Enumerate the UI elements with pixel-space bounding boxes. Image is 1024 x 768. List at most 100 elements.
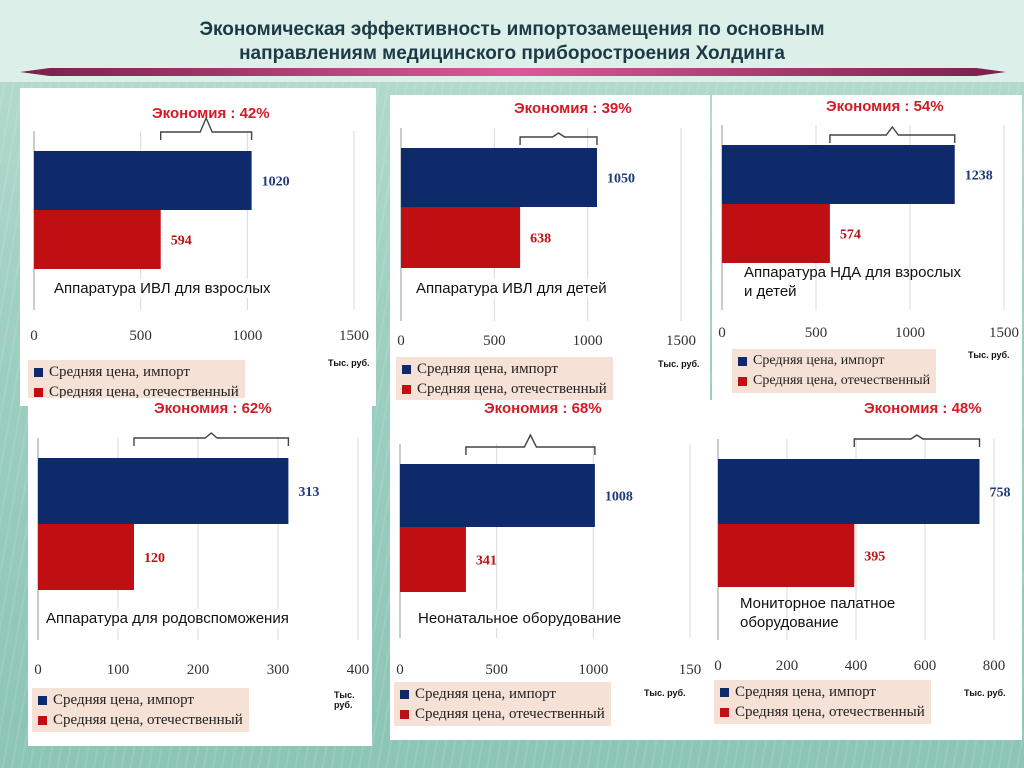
x-tick-label: 1000 — [232, 328, 262, 344]
panel-label: Аппаратура НДА для взрослых и детей — [744, 264, 962, 300]
legend-swatch-domestic — [720, 707, 729, 717]
savings-brace — [465, 433, 596, 455]
bar-import — [400, 464, 595, 527]
data-label-import: 1020 — [262, 175, 290, 190]
legend-label-domestic: Средняя цена, отечественный — [417, 380, 607, 397]
x-tick-label: 500 — [805, 325, 828, 341]
chart-panel-ivl-adults: 0 500 1000 1500 1020 594 Экономия : 42% Аппар… — [20, 88, 376, 406]
data-label-import: 313 — [298, 485, 319, 500]
chart-panel-monitoring: 0 200 400 600 800 758 395 Экономия : 48% Монит… — [710, 400, 1022, 740]
page-title: Экономическая эффективность импортозамещ… — [60, 18, 964, 66]
unit-label: Тыс. руб. — [968, 350, 1010, 360]
savings-label: Экономия : 39% — [514, 100, 632, 117]
unit-label: Тыс. руб. — [658, 359, 700, 369]
data-label-domestic: 574 — [840, 228, 861, 243]
savings-brace — [519, 132, 598, 145]
legend-swatch-domestic — [34, 387, 43, 397]
legend-swatch-import — [400, 689, 409, 699]
title-line-2: направлениям медицинского приборостроени… — [239, 43, 785, 64]
chart-panel-ivl-children: 0 500 1000 1500 1050 638 Экономия : 39% Аппар… — [390, 95, 710, 401]
bar-domestic — [718, 524, 855, 587]
data-label-import: 1050 — [607, 172, 635, 187]
data-label-import: 1008 — [605, 490, 633, 505]
legend-label-import: Средняя цена, импорт — [417, 360, 558, 377]
savings-brace — [853, 434, 981, 447]
x-tick-label: 1000 — [573, 333, 603, 349]
chart-panel-neonatal: 0 500 1000 150 1008 341 Экономия : 68% Неонат… — [390, 400, 720, 740]
x-tick-label: 1000 — [578, 662, 608, 678]
legend-label-domestic: Средняя цена, отечественный — [415, 705, 605, 722]
bar-chart: 0 500 1000 1500 1238 574 — [718, 125, 1019, 341]
savings-label: Экономия : 68% — [484, 400, 602, 417]
x-tick-label: 0 — [30, 328, 38, 344]
unit-label: Тыс. руб. — [328, 358, 370, 368]
savings-label: Экономия : 62% — [154, 400, 272, 417]
panel-label: Аппаратура для родовспоможения — [46, 609, 289, 628]
unit-label: Тыс. руб. — [644, 688, 686, 698]
x-tick-label: 0 — [397, 333, 405, 349]
panel-label: Аппаратура ИВЛ для детей — [416, 279, 607, 298]
legend-label-domestic: Средняя цена, отечественный — [49, 383, 239, 400]
x-tick-label: 150 — [679, 662, 702, 678]
unit-label: Тыс. руб. — [334, 690, 355, 710]
x-tick-label: 0 — [34, 662, 42, 678]
unit-label: Тыс. руб. — [964, 688, 1006, 698]
legend-label-import: Средняя цена, импорт — [415, 685, 556, 702]
data-label-domestic: 594 — [171, 234, 192, 249]
x-tick-label: 100 — [107, 662, 130, 678]
savings-brace — [133, 432, 290, 446]
panel-label: Аппаратура ИВЛ для взрослых — [54, 279, 271, 298]
x-tick-label: 300 — [267, 662, 290, 678]
legend-label-domestic: Средняя цена, отечественный — [735, 703, 925, 720]
legend-label-domestic: Средняя цена, отечественный — [753, 373, 931, 388]
legend-label-domestic: Средняя цена, отечественный — [53, 711, 243, 728]
data-label-domestic: 638 — [530, 232, 551, 247]
legend-label-import: Средняя цена, импорт — [753, 353, 885, 368]
x-tick-label: 1000 — [895, 325, 925, 341]
x-tick-label: 200 — [187, 662, 210, 678]
panel-label: Неонатальное оборудование — [418, 609, 622, 628]
legend-swatch-domestic — [400, 709, 409, 719]
data-label-domestic: 120 — [144, 551, 165, 566]
bar-chart: 0 200 400 600 800 758 395 — [714, 434, 1011, 674]
x-tick-label: 0 — [396, 662, 404, 678]
legend-swatch-import — [34, 367, 43, 377]
savings-label: Экономия : 48% — [864, 400, 982, 417]
savings-label: Экономия : 42% — [152, 105, 270, 122]
bar-import — [722, 145, 955, 204]
legend-swatch-domestic — [738, 376, 747, 386]
bar-import — [401, 148, 597, 207]
header: Экономическая эффективность импортозамещ… — [0, 0, 1024, 82]
x-tick-label: 0 — [714, 658, 722, 674]
savings-brace — [829, 125, 956, 143]
bar-domestic — [38, 524, 134, 590]
x-tick-label: 200 — [776, 658, 799, 674]
savings-brace — [160, 116, 253, 140]
bar-chart: 0 500 1000 150 1008 341 — [396, 433, 702, 678]
bar-chart: 0 100 200 300 400 313 120 — [34, 432, 370, 678]
legend-label-import: Средняя цена, импорт — [735, 683, 876, 700]
x-tick-label: 400 — [845, 658, 868, 674]
chart-panel-nda: 0 500 1000 1500 1238 574 Экономия : 54% Аппар… — [712, 95, 1022, 400]
bar-chart: 0 500 1000 1500 1020 594 — [30, 116, 369, 344]
legend: Средняя цена, импорт Средняя цена, отече… — [732, 349, 937, 393]
x-tick-label: 500 — [483, 333, 506, 349]
legend: Средняя цена, импорт Средняя цена, отече… — [394, 682, 611, 726]
x-tick-label: 1500 — [339, 328, 369, 344]
bar-import — [718, 459, 980, 524]
savings-label: Экономия : 54% — [826, 98, 944, 115]
legend-label-import: Средняя цена, импорт — [53, 691, 194, 708]
data-label-import: 758 — [990, 486, 1011, 501]
x-tick-label: 400 — [347, 662, 370, 678]
legend-swatch-domestic — [38, 715, 47, 725]
data-label-import: 1238 — [965, 169, 993, 184]
x-tick-label: 1500 — [989, 325, 1019, 341]
x-tick-label: 600 — [914, 658, 937, 674]
legend-swatch-import — [38, 695, 47, 705]
bar-import — [38, 458, 289, 524]
bar-domestic — [722, 204, 830, 263]
title-line-1: Экономическая эффективность импортозамещ… — [199, 19, 825, 40]
legend-label-import: Средняя цена, импорт — [49, 363, 190, 380]
legend-swatch-import — [402, 364, 411, 374]
legend: Средняя цена, импорт Средняя цена, отече… — [396, 357, 613, 401]
